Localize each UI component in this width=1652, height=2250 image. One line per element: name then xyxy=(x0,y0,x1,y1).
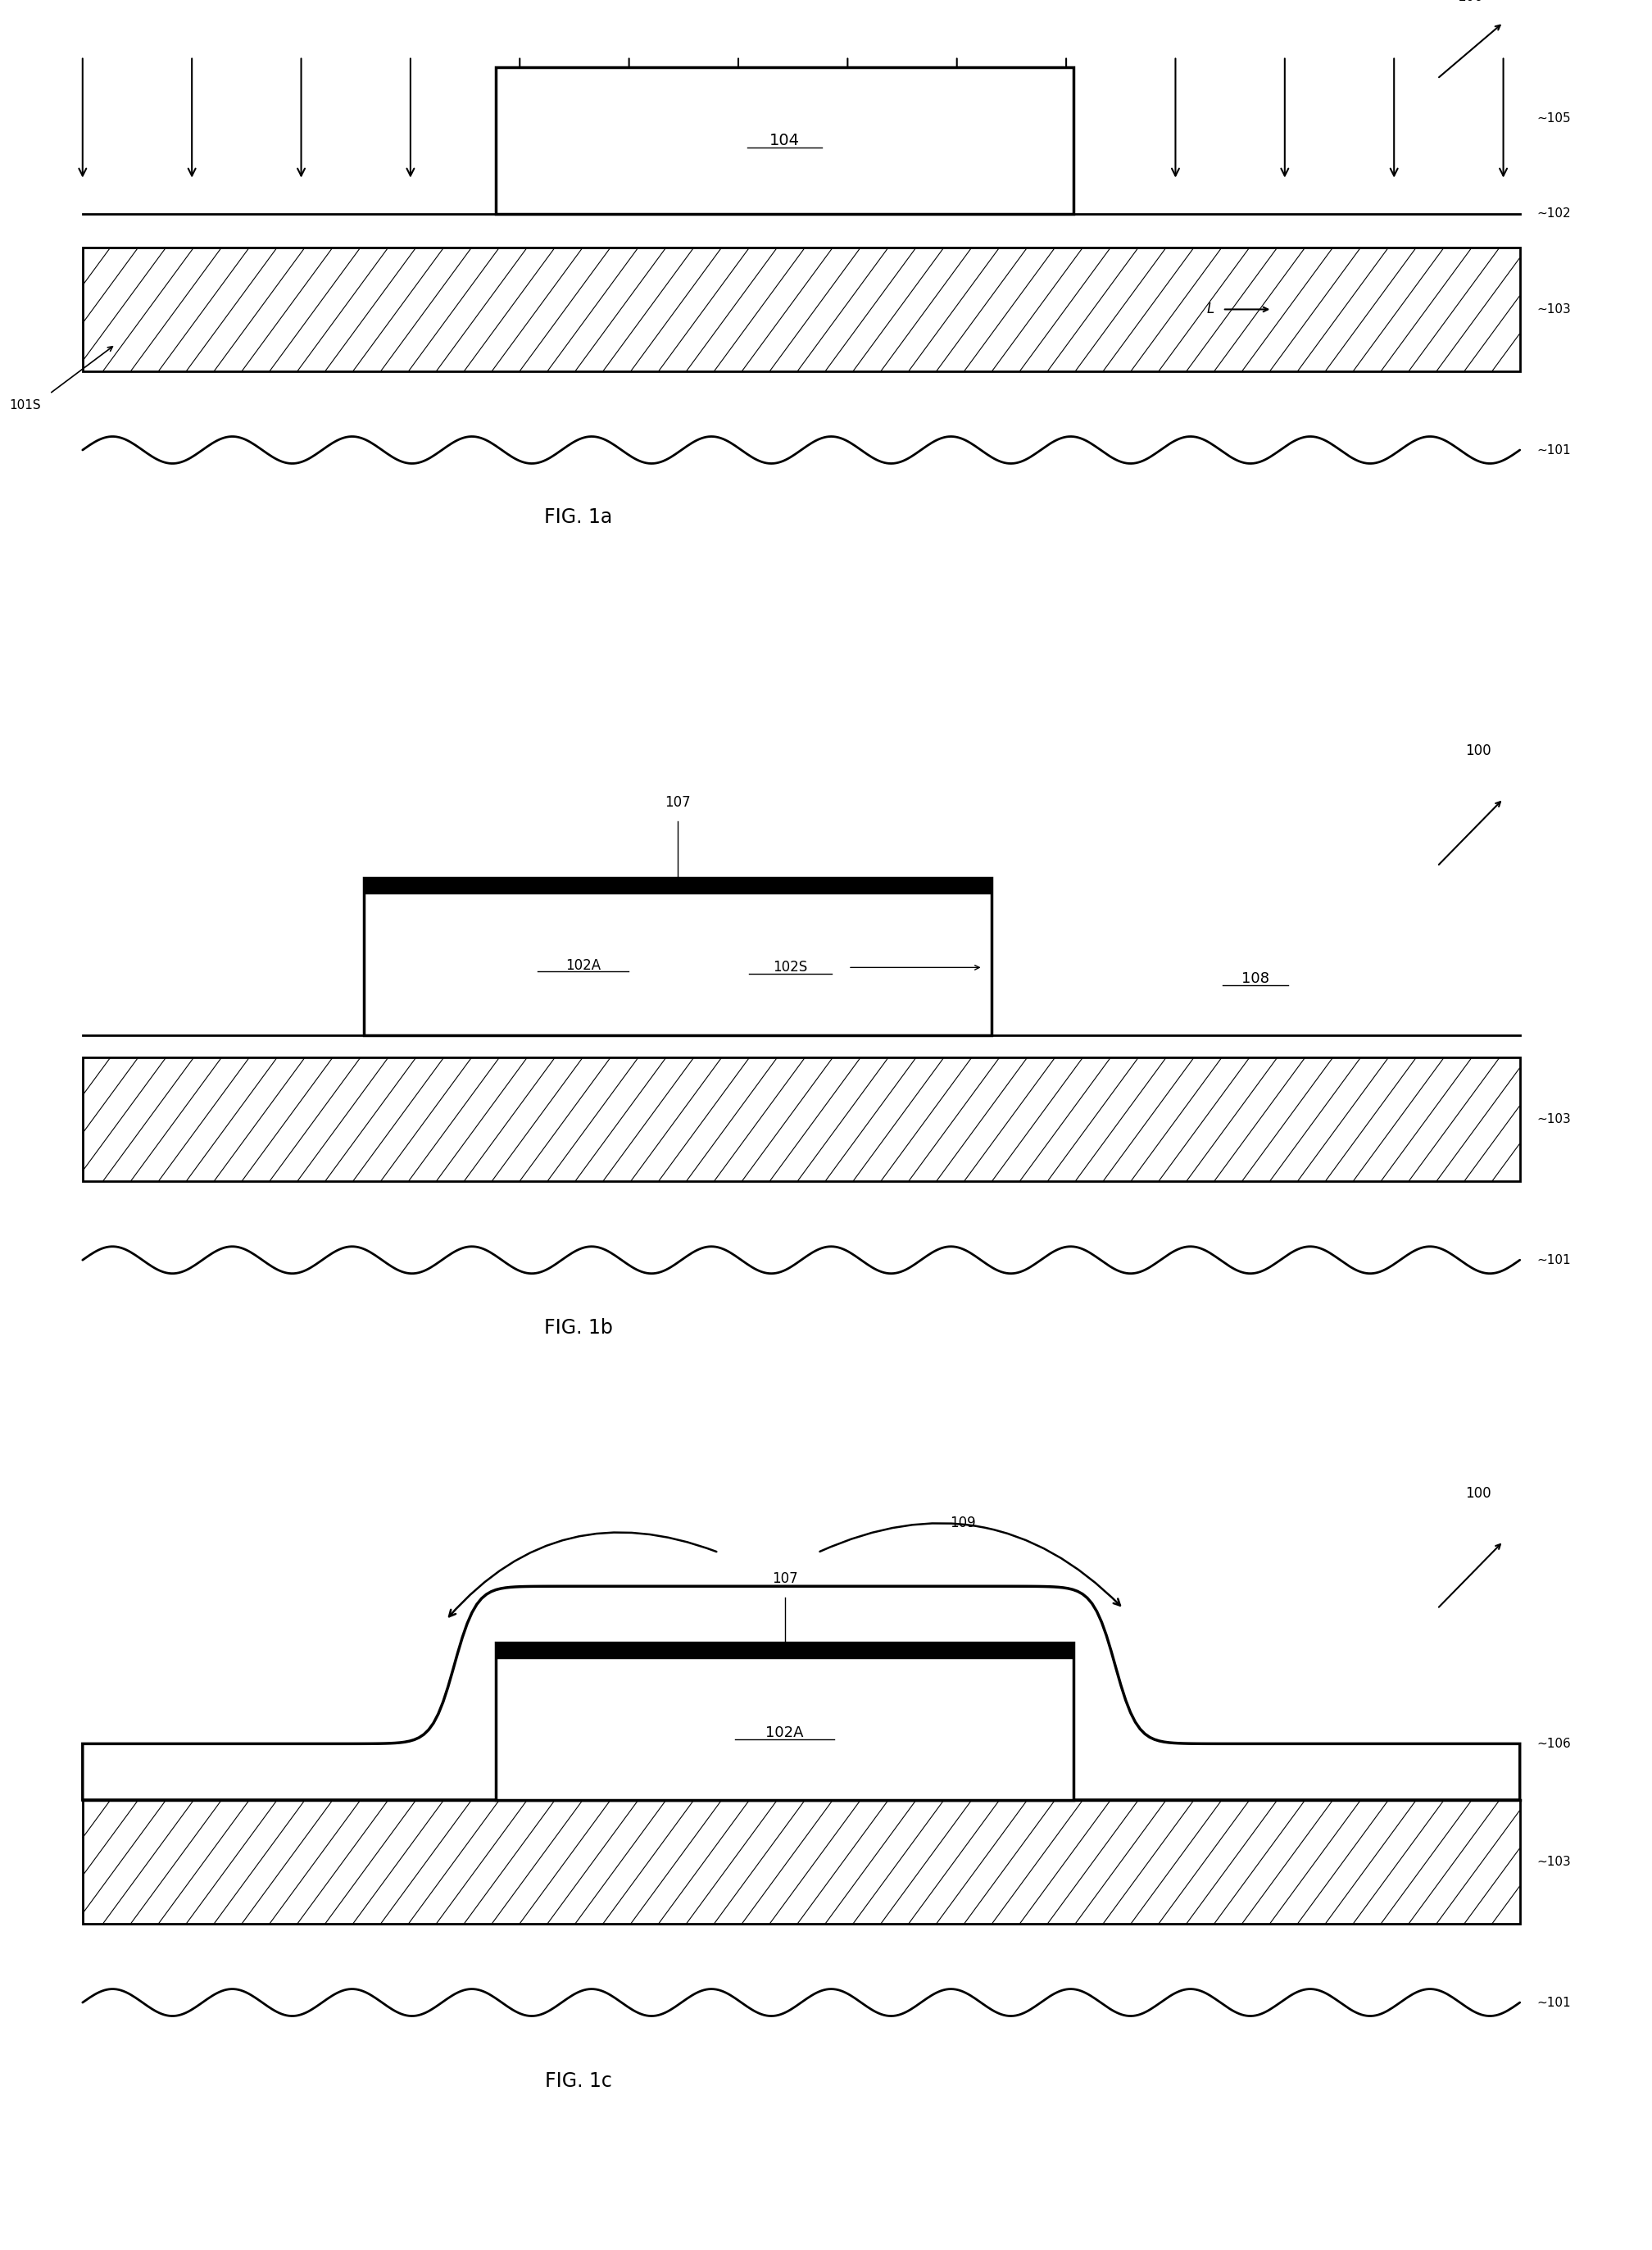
Text: 100: 100 xyxy=(1465,742,1492,758)
Text: ~101: ~101 xyxy=(1536,1996,1571,2009)
Bar xyxy=(363,878,991,893)
Polygon shape xyxy=(83,1586,1520,1800)
Text: 102S: 102S xyxy=(773,961,808,974)
Bar xyxy=(363,878,991,1035)
Text: 106A: 106A xyxy=(116,1766,149,1778)
Text: 102A: 102A xyxy=(765,1726,805,1739)
Text: 104: 104 xyxy=(770,133,800,149)
Text: 102A: 102A xyxy=(565,958,601,972)
Text: ~101: ~101 xyxy=(1536,1253,1571,1267)
Text: L: L xyxy=(1206,302,1214,317)
Text: ~103: ~103 xyxy=(1536,304,1571,315)
Text: ~102: ~102 xyxy=(1536,207,1571,220)
Text: ~103: ~103 xyxy=(1536,1114,1571,1125)
Text: FIG. 1a: FIG. 1a xyxy=(544,508,613,526)
Bar xyxy=(83,1800,1520,1924)
Text: 108: 108 xyxy=(1242,972,1269,986)
Text: ~105: ~105 xyxy=(1536,112,1571,124)
Text: ~101: ~101 xyxy=(1536,443,1571,457)
Bar xyxy=(496,1642,1074,1800)
Bar xyxy=(83,1058,1520,1181)
Text: 101S: 101S xyxy=(10,398,41,412)
Text: 107: 107 xyxy=(771,1570,798,1586)
Text: 109: 109 xyxy=(950,1514,976,1530)
Bar xyxy=(496,68,1074,214)
Text: ~106: ~106 xyxy=(1536,1737,1571,1750)
Bar xyxy=(496,1642,1074,1658)
Text: 100: 100 xyxy=(1465,1485,1492,1501)
Text: ~103: ~103 xyxy=(1536,1856,1571,1868)
Text: 100: 100 xyxy=(1457,0,1483,4)
Text: FIG. 1c: FIG. 1c xyxy=(545,2072,611,2090)
Text: 107: 107 xyxy=(664,794,691,810)
Text: FIG. 1b: FIG. 1b xyxy=(544,1318,613,1336)
Bar xyxy=(83,248,1520,371)
